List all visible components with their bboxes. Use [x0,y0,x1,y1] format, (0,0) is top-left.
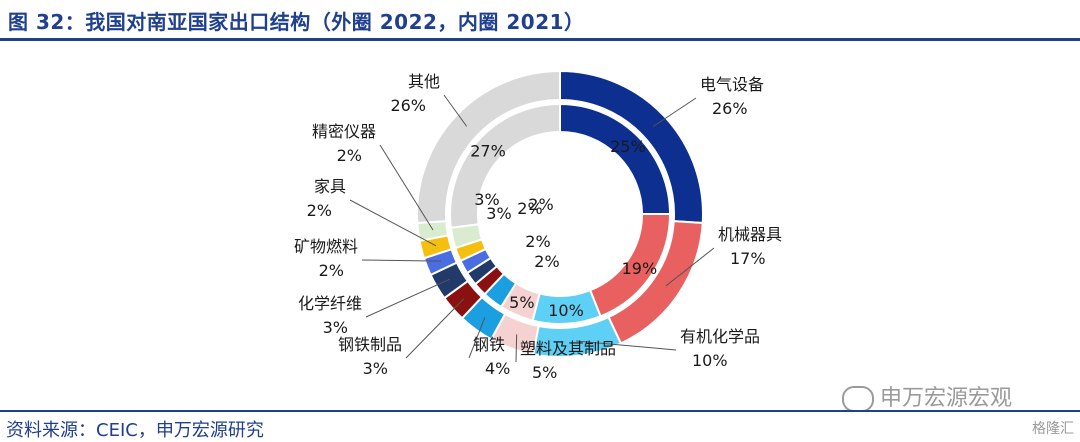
outer-slice-10 [416,69,561,225]
inner-label-8: 2% [517,199,542,218]
outer-label-1-0: 机械器具 [718,225,782,244]
watermark-text: 申万宏源宏观 [880,386,1013,411]
double-donut-chart: 电气设备26%机械器具17%有机化学品10%塑料及其制品5%钢铁4%钢铁制品3%… [294,69,782,382]
outer-label-5-1: 3% [363,359,388,378]
inner-label-7: 2% [528,195,553,214]
outer-label-4-1: 4% [485,359,510,378]
chart-title: 图 32：我国对南亚国家出口结构（外圈 2022，内圈 2021） [8,10,585,34]
title-rule [0,38,1080,41]
outer-leader-10 [443,94,468,127]
outer-label-5-0: 钢铁制品 [338,335,402,354]
outer-leader-1 [665,247,715,287]
outer-label-6-0: 化学纤维 [298,294,362,313]
outer-leader-3 [515,334,518,363]
outer-leader-8 [349,199,437,247]
inner-label-1: 19% [622,259,658,278]
inner-label-6: 2% [534,252,559,271]
outer-label-4-0: 钢铁 [473,335,505,354]
outer-label-3-1: 5% [532,363,557,382]
outer-label-1-1: 17% [730,249,766,268]
outer-leader-7 [361,259,441,262]
outer-label-0-1: 26% [712,99,748,118]
source-note: 资料来源：CEIC，申万宏源研究 [6,420,264,441]
outer-label-7-0: 矿物燃料 [294,237,358,256]
outer-leader-0 [653,97,697,127]
outer-leader-6 [365,278,451,318]
inner-label-9: 3% [474,190,499,209]
inner-slice-10 [449,102,561,229]
outer-label-8-0: 家具 [314,177,346,196]
outer-label-0-0: 电气设备 [700,75,764,94]
inner-label-2: 10% [548,301,584,320]
outer-label-9-0: 精密仪器 [312,122,376,141]
outer-label-2-0: 有机化学品 [680,327,760,346]
outer-label-6-1: 3% [323,318,348,337]
inner-label-5: 2% [525,232,550,251]
outer-leader-9 [379,144,434,231]
inner-label-4: 3% [486,204,511,223]
source-rule [0,410,1080,412]
outer-leader-2 [575,340,677,351]
outer-leader-4 [468,317,486,359]
outer-label-10-0: 其他 [408,72,440,91]
outer-label-9-1: 2% [337,146,362,165]
outer-label-3-0: 塑料及其制品 [520,339,616,358]
outer-label-10-1: 26% [390,96,426,115]
watermark: 申万宏源宏观 [842,380,1012,412]
outer-label-7-1: 2% [319,261,344,280]
inner-label-3: 5% [509,293,534,312]
outer-label-8-1: 2% [307,201,332,220]
inner-label-10: 27% [470,142,506,161]
corner-logo: 格隆汇 [1032,421,1074,437]
wechat-icon [842,386,874,412]
outer-leader-5 [405,298,465,359]
inner-label-0: 25% [610,137,646,156]
outer-label-2-1: 10% [692,351,728,370]
